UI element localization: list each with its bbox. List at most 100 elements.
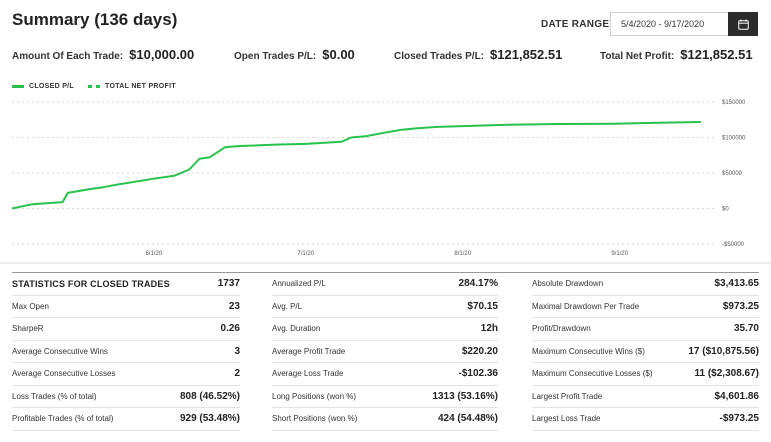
stats-label: Loss Trades (% of total) xyxy=(12,391,97,401)
statistics-table: STATISTICS FOR CLOSED TRADES 1737 Max Open… xyxy=(12,272,759,431)
stats-row: Average Loss Trade -$102.36 xyxy=(272,363,498,386)
stats-label: Average Consecutive Wins xyxy=(12,346,108,356)
stats-label: Max Open xyxy=(12,301,49,311)
stats-row: Avg. Duration 12h xyxy=(272,318,498,341)
stats-label: SharpeR xyxy=(12,324,44,334)
stats-value: $220.20 xyxy=(461,345,498,357)
stats-label: Average Profit Trade xyxy=(272,346,346,356)
stats-value: $3,413.65 xyxy=(714,278,760,290)
y-tick-label: $0 xyxy=(722,207,729,213)
stats-value: 2 xyxy=(234,368,240,380)
legend-swatch-solid xyxy=(12,84,24,88)
stats-label: Average Consecutive Losses xyxy=(12,369,116,379)
stats-value: 23 xyxy=(228,300,240,312)
date-range-label: DATE RANGE xyxy=(541,19,610,30)
stats-row: Maximal Drawdown Per Trade $973.25 xyxy=(532,296,759,318)
stats-label: Maximum Consecutive Losses ($) xyxy=(532,369,653,379)
kpi-value: $121,852.51 xyxy=(680,47,753,62)
x-tick-label: 8/1/20 xyxy=(454,251,471,257)
stats-value: 12h xyxy=(480,323,498,335)
x-tick-label: 9/1/20 xyxy=(611,251,628,257)
stats-value: $4,601.86 xyxy=(714,390,760,402)
stats-row: Average Consecutive Losses 2 xyxy=(12,363,240,386)
stats-value: $973.25 xyxy=(722,300,759,312)
legend-label: TOTAL NET PROFIT xyxy=(105,82,176,90)
stats-label: Annualized P/L xyxy=(272,279,326,289)
calendar-button[interactable] xyxy=(728,12,758,36)
chart-legend: CLOSED P/L TOTAL NET PROFIT xyxy=(12,81,190,91)
stats-value: 808 (46.52%) xyxy=(179,390,240,402)
stats-value: 0.26 xyxy=(220,323,240,335)
y-tick-label: $50000 xyxy=(722,171,743,177)
kpi-label: Closed Trades P/L: xyxy=(394,51,485,62)
stats-value: 17 ($10,875.56) xyxy=(688,345,759,357)
page-title: Summary (136 days) xyxy=(12,10,178,29)
stats-label: Avg. P/L xyxy=(272,301,303,311)
stats-label: Largest Loss Trade xyxy=(532,414,601,424)
stats-value: 3 xyxy=(234,345,240,357)
stats-value: -$102.36 xyxy=(458,368,498,380)
kpi-value: $121,852.51 xyxy=(490,47,563,62)
legend-label: CLOSED P/L xyxy=(29,82,75,90)
stats-value: 35.70 xyxy=(733,323,759,335)
calendar-icon xyxy=(737,19,749,30)
stats-column-3: Absolute Drawdown $3,413.65 Maximal Drawdo… xyxy=(532,273,759,431)
legend-swatch-dotted xyxy=(88,84,101,88)
stats-row: Avg. P/L $70.15 xyxy=(272,296,498,318)
kpi-label: Total Net Profit: xyxy=(600,51,675,62)
stats-column-1: STATISTICS FOR CLOSED TRADES 1737 Max Open… xyxy=(12,273,240,431)
stats-label: Short Positions (won %) xyxy=(272,414,358,424)
stats-label: Largest Profit Trade xyxy=(532,391,603,401)
stats-row: Average Consecutive Wins 3 xyxy=(12,341,240,363)
stats-column-2: Annualized P/L 284.17% Avg. P/L $70.15 Avg. … xyxy=(272,273,498,431)
stats-row: Loss Trades (% of total) 808 (46.52%) xyxy=(12,386,240,408)
legend-item-closed-pl[interactable]: CLOSED P/L xyxy=(12,83,74,90)
stats-value: 1313 (53.16%) xyxy=(432,390,498,402)
kpi-closed-trades-pl: Closed Trades P/L: $121,852.51 xyxy=(394,46,562,64)
stats-label: Average Loss Trade xyxy=(272,369,344,379)
stats-row: Maximum Consecutive Losses ($) 11 ($2,308… xyxy=(532,363,759,386)
stats-row: Short Positions (won %) 424 (54.48%) xyxy=(272,408,498,431)
stats-row: Max Open 23 xyxy=(12,296,240,318)
stats-label: STATISTICS FOR CLOSED TRADES xyxy=(12,278,170,289)
stats-row: Largest Profit Trade $4,601.86 xyxy=(532,386,760,408)
stats-value: 929 (53.48%) xyxy=(179,413,240,425)
series-line-closed-pl xyxy=(11,121,701,210)
stats-value: 1737 xyxy=(217,278,240,290)
kpi-label: Open Trades P/L: xyxy=(234,51,317,62)
pl-line-chart: $150000 $100000 $50000 $0 -$50000 6/1/20 7/1/2… xyxy=(0,100,771,264)
stats-value: 11 ($2,308.67) xyxy=(694,368,760,380)
stats-label: Maximum Consecutive Wins ($) xyxy=(532,346,645,356)
stats-row: Annualized P/L 284.17% xyxy=(272,273,498,296)
stats-row: Maximum Consecutive Wins ($) 17 ($10,875.… xyxy=(532,341,759,363)
stats-row: Average Profit Trade $220.20 xyxy=(272,341,498,363)
stats-row: Largest Loss Trade -$973.25 xyxy=(532,408,759,431)
stats-row: SharpeR 0.26 xyxy=(12,318,240,341)
stats-row: Profitable Trades (% of total) 929 (53.48… xyxy=(12,408,240,431)
stats-row: Absolute Drawdown $3,413.65 xyxy=(532,273,759,296)
stats-label: Profit/Drawdown xyxy=(532,324,591,334)
stats-row: STATISTICS FOR CLOSED TRADES 1737 xyxy=(12,273,240,296)
date-range-input[interactable] xyxy=(610,12,728,36)
x-tick-label: 7/1/20 xyxy=(297,251,314,257)
kpi-label: Amount Of Each Trade: xyxy=(12,51,124,62)
kpi-value: $0.00 xyxy=(322,47,355,62)
kpi-row: Amount Of Each Trade: $10,000.00 Open Tra… xyxy=(12,46,759,64)
kpi-amount-each-trade: Amount Of Each Trade: $10,000.00 xyxy=(12,46,194,64)
stats-row: Profit/Drawdown 35.70 xyxy=(532,318,759,341)
stats-value: 284.17% xyxy=(458,278,498,290)
y-tick-label: $150000 xyxy=(722,100,746,106)
stats-label: Maximal Drawdown Per Trade xyxy=(532,301,640,311)
stats-value: 424 (54.48%) xyxy=(437,413,498,425)
kpi-total-net-profit: Total Net Profit: $121,852.51 xyxy=(600,46,753,64)
kpi-open-trades-pl: Open Trades P/L: $0.00 xyxy=(234,46,355,64)
y-tick-label: $100000 xyxy=(722,136,746,142)
stats-row: Long Positions (won %) 1313 (53.16%) xyxy=(272,386,498,408)
stats-label: Profitable Trades (% of total) xyxy=(12,414,114,424)
stats-label: Avg. Duration xyxy=(272,324,321,334)
legend-item-total-net-profit[interactable]: TOTAL NET PROFIT xyxy=(88,83,176,90)
x-tick-label: 6/1/20 xyxy=(145,251,162,257)
stats-label: Absolute Drawdown xyxy=(532,279,604,289)
stats-label: Long Positions (won %) xyxy=(272,391,357,401)
stats-value: $70.15 xyxy=(467,300,498,312)
